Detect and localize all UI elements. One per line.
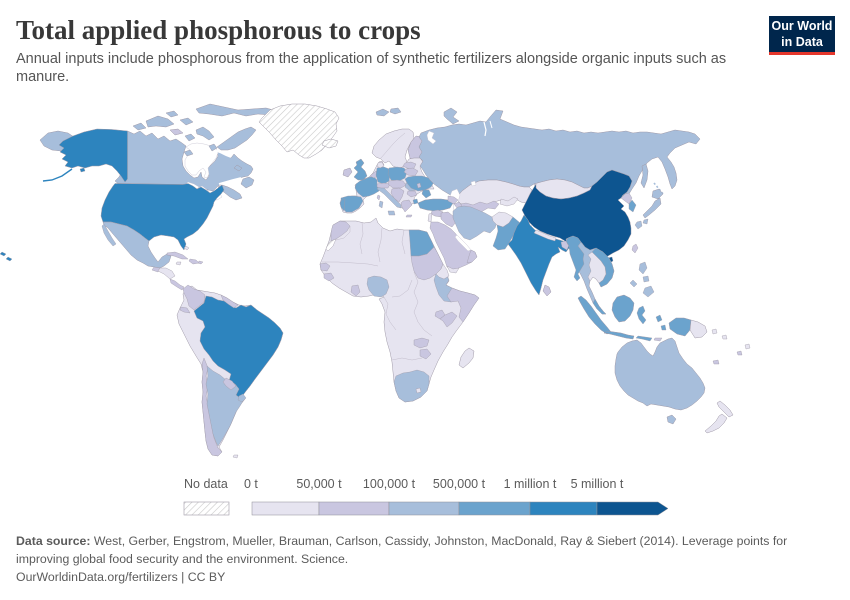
svg-text:100,000 t: 100,000 t	[363, 477, 416, 491]
svg-text:No data: No data	[184, 477, 228, 491]
svg-text:1 million t: 1 million t	[504, 477, 557, 491]
svg-text:5 million t: 5 million t	[571, 477, 624, 491]
svg-text:50,000 t: 50,000 t	[296, 477, 342, 491]
svg-text:0 t: 0 t	[244, 477, 258, 491]
svg-text:500,000 t: 500,000 t	[433, 477, 486, 491]
